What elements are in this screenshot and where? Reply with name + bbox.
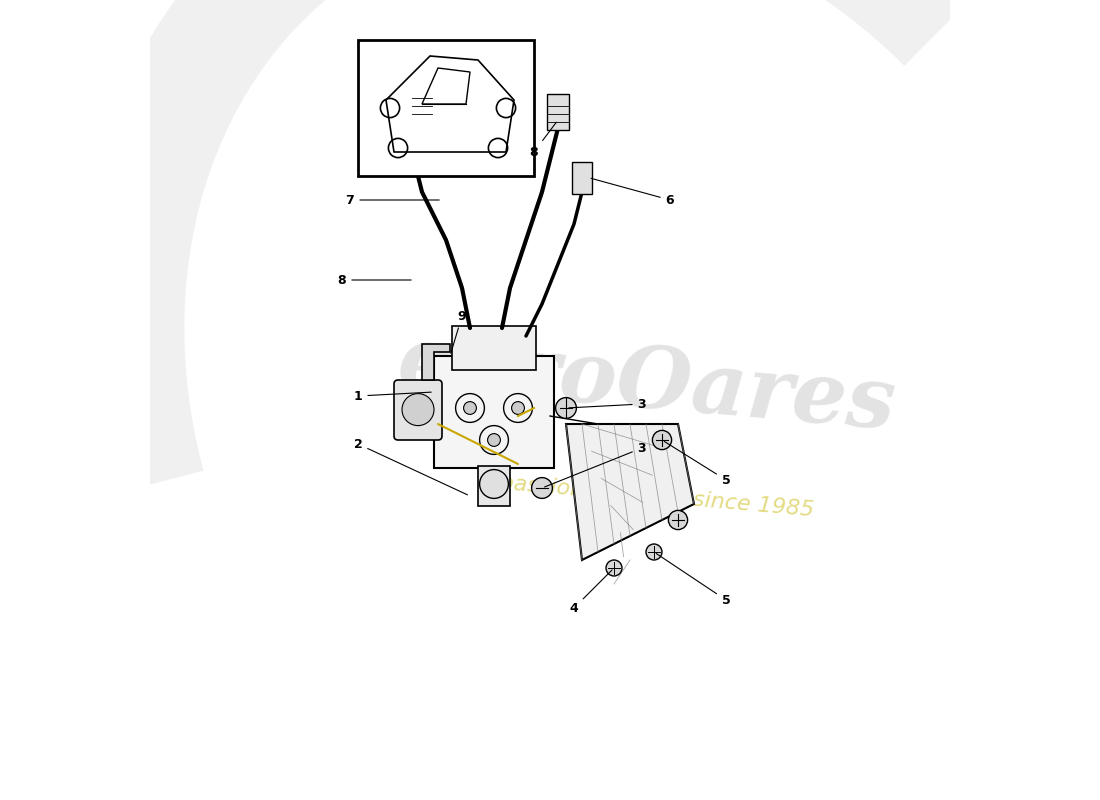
Text: 5: 5 <box>664 442 730 486</box>
Text: 2: 2 <box>353 438 468 495</box>
Polygon shape <box>566 424 694 560</box>
FancyBboxPatch shape <box>572 162 592 194</box>
FancyBboxPatch shape <box>410 86 433 122</box>
Circle shape <box>606 560 621 576</box>
Text: euroOares: euroOares <box>394 321 899 447</box>
Text: 9: 9 <box>451 310 466 354</box>
Circle shape <box>480 470 508 498</box>
Text: 7: 7 <box>345 194 439 206</box>
Text: 3: 3 <box>544 442 647 487</box>
Circle shape <box>531 478 552 498</box>
Text: 6: 6 <box>591 178 674 206</box>
Circle shape <box>556 398 576 418</box>
Polygon shape <box>422 344 450 380</box>
FancyBboxPatch shape <box>547 94 569 130</box>
Text: 3: 3 <box>569 398 647 410</box>
FancyBboxPatch shape <box>452 326 537 370</box>
Text: 4: 4 <box>570 570 612 614</box>
Circle shape <box>402 394 434 426</box>
Text: 5: 5 <box>657 554 730 606</box>
Circle shape <box>463 402 476 414</box>
Text: a passion for parts since 1985: a passion for parts since 1985 <box>477 471 814 521</box>
Circle shape <box>487 434 500 446</box>
Text: 8: 8 <box>530 122 557 158</box>
Text: 8: 8 <box>338 274 411 286</box>
Circle shape <box>652 430 672 450</box>
FancyBboxPatch shape <box>434 356 554 468</box>
FancyBboxPatch shape <box>394 380 442 440</box>
Circle shape <box>512 402 525 414</box>
FancyBboxPatch shape <box>358 40 534 176</box>
Text: 1: 1 <box>353 390 431 402</box>
Circle shape <box>646 544 662 560</box>
Circle shape <box>669 510 688 530</box>
FancyBboxPatch shape <box>478 466 510 506</box>
